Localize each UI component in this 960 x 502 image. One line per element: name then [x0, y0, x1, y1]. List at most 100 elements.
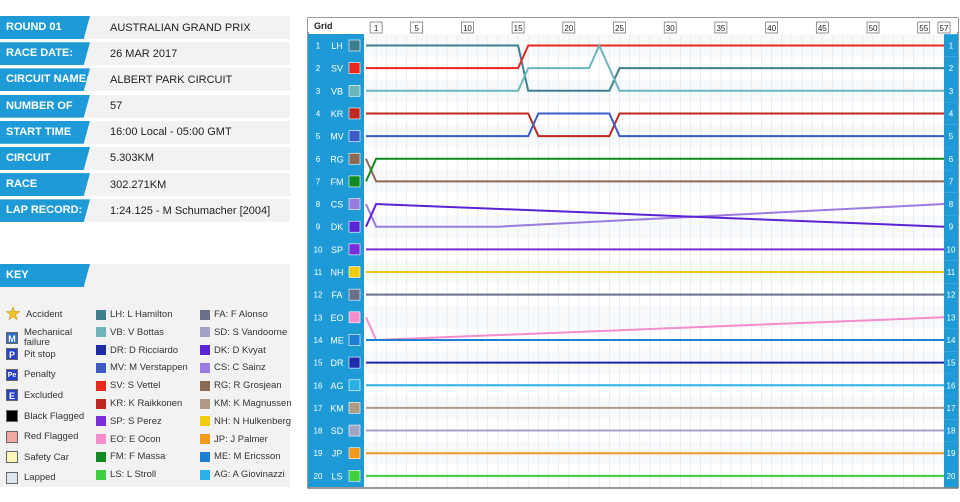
race-info-label: NUMBER OF LAPS: — [0, 94, 90, 118]
grid-driver-code: EO — [330, 313, 343, 323]
finish-position-cell — [944, 305, 958, 329]
race-info-label: LAP RECORD: — [0, 199, 90, 223]
driver-swatch — [96, 469, 106, 480]
legend-driver-kr: KR: K Raikkonen — [96, 398, 182, 409]
lap-tick-label: 1 — [374, 24, 379, 33]
driver-label: DR: D Ricciardo — [110, 344, 179, 356]
grid-position-number: 12 — [314, 291, 323, 300]
driver-swatch — [200, 416, 210, 427]
grid-position-number: 15 — [314, 359, 323, 368]
series-line-lh — [366, 44, 944, 92]
series-line-vb — [366, 43, 944, 92]
lap-tick-label: 57 — [940, 24, 949, 33]
grid-driver-code: DR — [331, 358, 344, 368]
race-info-label: RACE DISTANCE: — [0, 173, 90, 197]
lap-tick-label: 40 — [767, 24, 776, 33]
grid-position-number: 1 — [316, 42, 321, 51]
finish-position-cell — [944, 34, 958, 57]
legend-label: Penalty — [24, 369, 56, 381]
legend-panel: Accident M Mechanical failure P Pit stop Pe Pe… — [0, 287, 292, 487]
legend-lapped: Lapped — [6, 471, 56, 484]
race-info-row: START TIME 16:00 Local - 05:00 GMT — [0, 120, 290, 144]
legend-driver-rg: RG: R Grosjean — [200, 380, 282, 391]
legend-safety-car: Safety Car — [6, 451, 69, 464]
grid-position-number: 9 — [316, 223, 321, 232]
finish-position-cell — [944, 283, 958, 306]
legend-driver-ag: AG: A Giovinazzi — [200, 469, 285, 480]
race-info-value: 26 MAR 2017 — [110, 47, 178, 60]
legend-penalty: Pe Penalty — [6, 368, 56, 381]
driver-label: VB: V Bottas — [110, 326, 164, 338]
grid-position-number: 10 — [314, 245, 323, 254]
grid-driver-swatch — [348, 288, 361, 301]
grid-driver-code: NH — [331, 268, 344, 278]
grid-driver-code: KR — [331, 109, 344, 119]
legend-driver-eo: EO: E Ocon — [96, 434, 161, 445]
finish-position-cell — [944, 79, 958, 103]
legend-driver-vb: VB: V Bottas — [96, 327, 164, 338]
grid-driver-swatch — [348, 402, 361, 414]
legend-driver-fa: FA: F Alonso — [200, 309, 268, 320]
grid-position-number: 5 — [316, 132, 321, 141]
driver-swatch — [200, 398, 210, 409]
grid-driver-code: SD — [331, 426, 344, 436]
legend-label: Mechanical failure — [24, 326, 73, 348]
driver-label: KM: K Magnussen — [214, 398, 292, 409]
lap-tick-box — [511, 21, 525, 34]
grid-driver-code: RG — [330, 154, 344, 164]
driver-label: ME: M Ericsson — [214, 451, 281, 463]
grid-position-number: 20 — [314, 472, 323, 481]
grid-driver-swatch — [348, 62, 361, 74]
race-info-label: START TIME — [0, 120, 90, 144]
finish-position-cell — [944, 464, 958, 488]
race-info-row: CIRCUIT LENGTH: 5.303KM — [0, 146, 290, 170]
legend-driver-mv: MV: M Verstappen — [96, 362, 188, 373]
finish-position-number: 17 — [947, 404, 956, 413]
finish-position-number: 6 — [949, 155, 954, 164]
race-info-value: ALBERT PARK CIRCUIT — [110, 73, 233, 86]
lap-tick-label: 45 — [818, 24, 827, 33]
grid-driver-code: DK — [331, 222, 344, 232]
grid-position-number: 18 — [314, 427, 323, 436]
race-info-label: CIRCUIT NAME: — [0, 68, 90, 92]
grid-driver-swatch — [348, 39, 361, 52]
grid-position-number: 14 — [314, 336, 323, 345]
grid-driver-swatch — [348, 447, 361, 460]
legend-black-flag: Black Flagged — [6, 410, 84, 422]
grid-driver-code: CS — [331, 200, 344, 210]
legend-driver-dr: DR: D Ricciardo — [96, 345, 178, 356]
race-info-row: RACE DATE: 26 MAR 2017 — [0, 42, 290, 66]
lap-tick-box — [866, 21, 880, 34]
driver-swatch — [96, 345, 106, 356]
grid-label: Grid — [314, 21, 333, 31]
penalty-swatch: Pe — [6, 368, 18, 381]
grid-driver-swatch — [348, 424, 361, 437]
lap-tick-label: 35 — [716, 24, 725, 33]
race-info-row: RACE DISTANCE: 302.271KM — [0, 173, 290, 197]
legend-driver-sp: SP: S Perez — [96, 416, 162, 427]
finish-position-number: 11 — [947, 268, 956, 277]
race-info-value: 57 — [110, 100, 123, 113]
finish-position-cell — [944, 238, 958, 261]
grid-position-number: 13 — [314, 313, 323, 322]
finish-position-cell — [944, 396, 958, 420]
grid-driver-swatch — [348, 470, 361, 482]
legend-driver-jp: JP: J Palmer — [200, 434, 268, 445]
key-header: KEY — [0, 264, 290, 287]
driver-label: RG: R Grosjean — [214, 380, 282, 392]
legend-accident: Accident — [5, 306, 62, 321]
finish-position-number: 19 — [947, 449, 956, 458]
finish-position-number: 13 — [947, 313, 956, 322]
driver-swatch — [200, 469, 210, 480]
series-line-mv — [366, 112, 944, 138]
legend-label: Safety Car — [24, 451, 69, 463]
lap-tick-box — [613, 21, 626, 34]
finish-position-number: 8 — [949, 200, 954, 209]
driver-swatch — [96, 434, 106, 445]
lap-tick-box — [461, 21, 474, 34]
driver-swatch — [96, 327, 106, 338]
grid-driver-code: LS — [331, 471, 342, 481]
grid-driver-swatch — [348, 107, 361, 120]
grid-driver-swatch — [348, 130, 361, 142]
legend-driver-km: KM: K Magnussen — [200, 398, 292, 409]
